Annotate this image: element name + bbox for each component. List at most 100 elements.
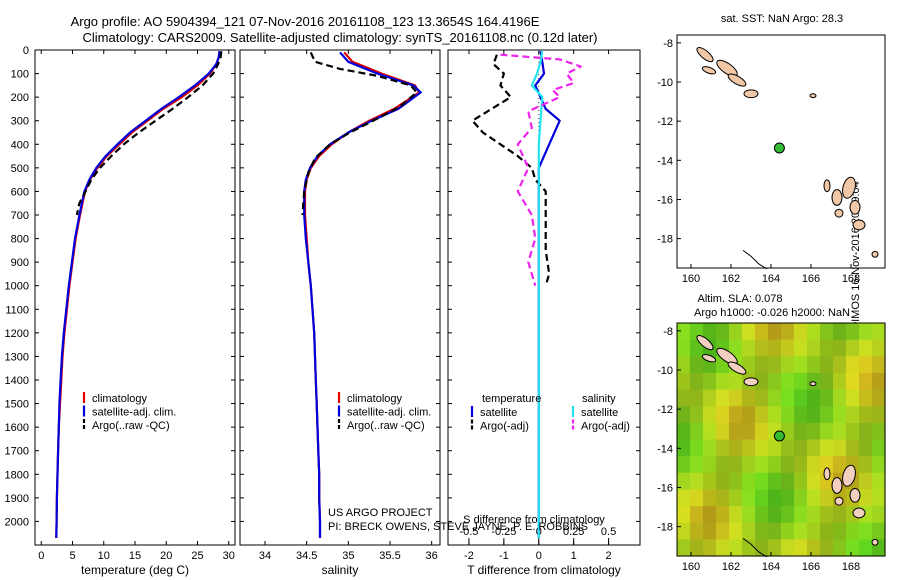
map_sla-cell: [703, 539, 717, 557]
map_sst-island: [831, 189, 843, 206]
differences-series-argoadj: [471, 54, 551, 287]
map_sla-cell: [716, 389, 730, 407]
map_sla-cell: [794, 506, 808, 524]
differences-top-tick-label: -0.5: [459, 526, 478, 538]
map_sla-cell: [755, 522, 769, 540]
map_sla-cell: [820, 489, 834, 507]
map_sla-cell: [833, 522, 847, 540]
depth-tick-label: 1400: [5, 375, 29, 387]
map_sla-cell: [833, 456, 847, 474]
depth-tick-label: 1000: [5, 281, 29, 293]
map_sla-cell: [820, 456, 834, 474]
map_sla-cell: [716, 472, 730, 491]
map_sla-cell: [807, 389, 821, 407]
map_sla-cell: [677, 339, 691, 357]
map_sla-cell: [872, 323, 886, 341]
map_sla-cell: [742, 522, 756, 540]
map_sla-cell: [768, 406, 782, 424]
depth-tick-label: 1800: [5, 469, 29, 481]
map_sla-cell: [820, 406, 834, 424]
map_sla-xtick-label: 164: [762, 561, 780, 573]
map_sla-cell: [716, 323, 730, 341]
depth-tick-label: 1500: [5, 399, 29, 411]
depth-tick-label: 400: [11, 139, 29, 151]
map_sla-cell: [729, 506, 743, 524]
depth-tick-label: 600: [11, 186, 29, 198]
map_sla-cell: [742, 389, 756, 407]
map_sla-cell: [768, 472, 782, 491]
temperature-xtick-label: 20: [160, 550, 172, 562]
map_sla-cell: [859, 522, 873, 540]
map_sla-cell: [781, 372, 795, 391]
depth-tick-label: 500: [11, 163, 29, 175]
map_sla-island: [852, 507, 866, 519]
map_sla-cell: [716, 439, 730, 457]
differences-top-tick-label: -0.25: [491, 526, 516, 538]
map_sla-cell: [859, 472, 873, 491]
map_sla-cell: [742, 323, 756, 341]
map_sla-cell: [729, 489, 743, 507]
map_sla-cell: [781, 472, 795, 491]
map_sla-cell: [846, 439, 860, 457]
map_sla-cell: [677, 456, 691, 474]
map_sla-cell: [703, 489, 717, 507]
map_sla-cell: [807, 472, 821, 491]
depth-tick-label: 1300: [5, 351, 29, 363]
map_sla-island: [849, 487, 861, 503]
map_sst-xtick-label: 164: [762, 273, 780, 285]
map_sla-cell: [781, 489, 795, 507]
map_sla-cell: [872, 506, 886, 524]
map_sla-xtick-label: 166: [802, 561, 820, 573]
map-sst-title: sat. SST: NaN Argo: 28.3: [721, 13, 843, 25]
map_sla-cell: [729, 339, 743, 357]
differences-series-satellite: [530, 51, 544, 538]
map_sla-cell: [690, 489, 704, 507]
map_sla-cell: [872, 456, 886, 474]
map_sla-cell: [690, 522, 704, 540]
map_sla-cell: [690, 539, 704, 557]
differences-xtick-label: 2: [606, 550, 612, 562]
map_sst-ytick-label: -18: [657, 234, 673, 246]
map_sla-cell: [859, 422, 873, 441]
map_sla-cell: [755, 356, 769, 374]
map_sla-cell: [820, 356, 834, 374]
map_sla-ytick-label: -12: [657, 404, 673, 416]
map_sla-cell: [768, 339, 782, 357]
differences-top-tick-label: 0.5: [601, 526, 616, 538]
temperature-series-climatology: [55, 51, 221, 538]
map_sla-cell: [755, 489, 769, 507]
map_sla-cell: [833, 372, 847, 391]
salinity-series-argorawqc: [301, 51, 418, 216]
chart-title: Argo profile: AO 5904394_121 07-Nov-2016…: [70, 14, 540, 29]
map_sla-cell: [677, 522, 691, 540]
map_sla-cell: [872, 489, 886, 507]
chart-subtitle: Climatology: CARS2009. Satellite-adjuste…: [82, 30, 598, 45]
diff-legend-label: Argo(-adj): [480, 421, 529, 433]
map_sla-cell: [703, 372, 717, 391]
map_sla-cell: [729, 539, 743, 557]
map_sla-cell: [781, 522, 795, 540]
map_sla-cell: [820, 472, 834, 491]
depth-tick-label: 900: [11, 257, 29, 269]
map_sla-cell: [755, 422, 769, 441]
map_sla-cell: [820, 323, 834, 341]
map_sla-cell: [859, 356, 873, 374]
map_sla-cell: [859, 406, 873, 424]
map_sla-cell: [846, 522, 860, 540]
map_sla-cell: [807, 439, 821, 457]
map_sla-island: [809, 381, 817, 387]
map_sla-cell: [729, 406, 743, 424]
map_sla-ytick-label: -10: [657, 365, 673, 377]
temperature-frame: [34, 49, 236, 546]
salinity-xtick-label: 34.5: [296, 550, 317, 562]
diff-legend-header-temperature: temperature: [482, 393, 541, 405]
map_sla-cell: [768, 389, 782, 407]
map_sst-ytick-label: -12: [657, 116, 673, 128]
temperature-legend-label: satellite-adj. clim.: [92, 407, 176, 419]
map_sla-island: [834, 496, 844, 506]
map_sla-ytick-label: -14: [657, 443, 673, 455]
differences-xtick-label: 1: [571, 550, 577, 562]
map_sla-cell: [729, 472, 743, 491]
temperature-xtick-label: 10: [98, 550, 110, 562]
map_sla-xtick-label: 160: [682, 561, 700, 573]
